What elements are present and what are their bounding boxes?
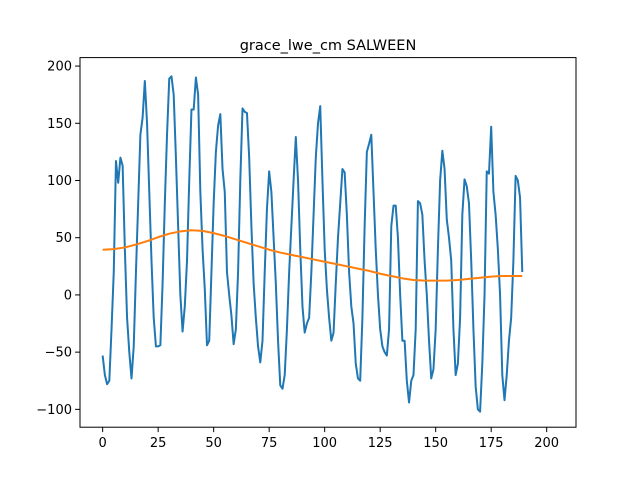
x-tick-label: 75 [261, 436, 278, 451]
y-tick-label: 100 [47, 174, 72, 189]
series-line-trend [102, 229, 523, 282]
y-tick-label: 0 [64, 288, 72, 303]
x-tick-label: 0 [99, 436, 107, 451]
y-tick-label: −100 [36, 403, 72, 418]
x-tick-label: 175 [479, 436, 504, 451]
y-tick-label: 200 [47, 60, 72, 75]
chart-title: grace_lwe_cm SALWEEN [240, 38, 417, 54]
y-tick-label: 50 [55, 231, 72, 246]
y-axis-ticks: −100 −50 0 50 100 150 200 [36, 60, 80, 418]
y-tick-label: −50 [45, 346, 72, 361]
x-tick-label: 200 [534, 436, 559, 451]
y-tick-label: 150 [47, 117, 72, 132]
plot-series [101, 75, 524, 413]
x-tick-label: 100 [312, 436, 337, 451]
x-tick-label: 125 [368, 436, 393, 451]
plot-area-frame [79, 57, 577, 428]
series-line-grace_lwe_cm [101, 75, 524, 413]
x-tick-label: 50 [205, 436, 222, 451]
x-tick-label: 150 [423, 436, 448, 451]
x-tick-label: 25 [150, 436, 167, 451]
x-axis-ticks: 0 25 50 75 100 125 150 175 200 [99, 427, 559, 451]
